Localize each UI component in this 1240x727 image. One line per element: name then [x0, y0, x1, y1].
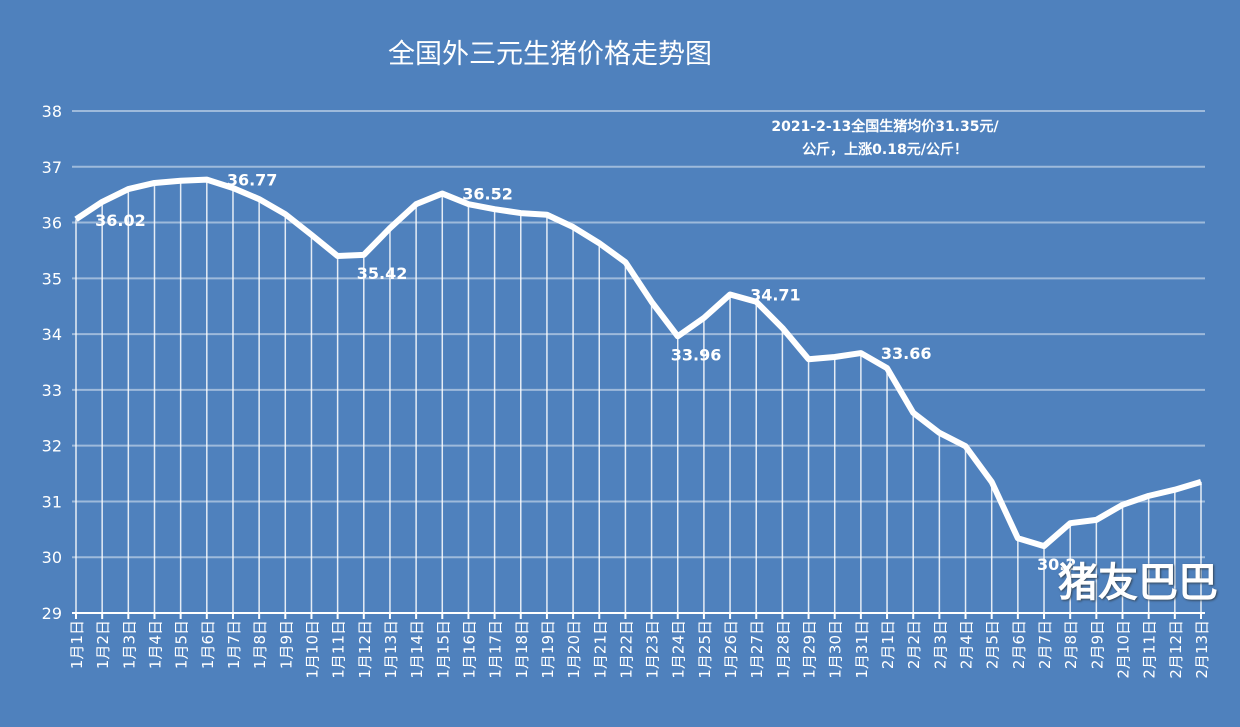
x-tick-label: 1月18日 [513, 620, 531, 679]
x-tick-label: 1月7日 [225, 620, 243, 669]
x-tick-label: 1月21日 [591, 620, 609, 679]
x-tick-label: 1月15日 [434, 620, 452, 679]
x-tick-label: 1月28日 [774, 620, 792, 679]
x-tick-label: 1月14日 [408, 620, 426, 679]
y-tick-label: 29 [42, 604, 62, 623]
x-tick-label: 2月4日 [958, 620, 976, 669]
data-label: 30.2 [1037, 555, 1076, 574]
y-tick-label: 35 [42, 269, 62, 288]
x-tick-label: 2月13日 [1193, 620, 1211, 679]
x-tick-label: 1月27日 [748, 620, 766, 679]
x-tick-label: 1月30日 [827, 620, 845, 679]
x-tick-label: 1月10日 [303, 620, 321, 679]
x-tick-label: 1月3日 [120, 620, 138, 669]
data-label: 34.71 [750, 286, 801, 305]
x-tick-label: 2月12日 [1167, 620, 1185, 679]
x-tick-label: 1月4日 [146, 620, 164, 669]
x-tick-label: 1月20日 [565, 620, 583, 679]
x-tick-label: 2月11日 [1141, 620, 1159, 679]
x-tick-label: 2月8日 [1062, 620, 1080, 669]
watermark: 猪友巴巴 [1058, 560, 1218, 606]
x-tick-label: 2月1日 [879, 620, 897, 669]
x-tick-label: 1月1日 [68, 620, 86, 669]
x-tick-label: 1月25日 [696, 620, 714, 679]
x-tick-label: 1月2日 [94, 620, 112, 669]
x-tick-label: 1月6日 [199, 620, 217, 669]
x-tick-label: 1月16日 [460, 620, 478, 679]
annotation-line-2: 公斤，上涨0.18元/公斤！ [802, 142, 968, 158]
x-tick-label: 2月9日 [1088, 620, 1106, 669]
x-tick-label: 1月24日 [670, 620, 688, 679]
annotation-line-1: 2021-2-13全国生猪均价31.35元/ [771, 119, 999, 135]
y-tick-label: 36 [42, 214, 62, 233]
x-tick-label: 1月26日 [722, 620, 740, 679]
y-tick-label: 30 [42, 548, 62, 567]
chart-annotation: 2021-2-13全国生猪均价31.35元/ 公斤，上涨0.18元/公斤！ [730, 116, 1040, 162]
data-label: 36.02 [95, 211, 146, 230]
y-tick-label: 33 [42, 381, 62, 400]
x-tick-label: 1月17日 [487, 620, 505, 679]
data-label: 36.52 [462, 185, 513, 204]
chart-title: 全国外三元生猪价格走势图 [388, 39, 712, 70]
x-tick-label: 1月23日 [644, 620, 662, 679]
y-tick-label: 37 [42, 158, 62, 177]
data-label: 33.96 [671, 345, 722, 364]
x-tick-label: 1月31日 [853, 620, 871, 679]
x-tick-label: 1月12日 [356, 620, 374, 679]
x-tick-label: 2月3日 [931, 620, 949, 669]
x-tick-label: 2月5日 [984, 620, 1002, 669]
x-tick-label: 1月8日 [251, 620, 269, 669]
x-tick-label: 2月10日 [1115, 620, 1133, 679]
y-tick-label: 34 [42, 325, 62, 344]
x-tick-label: 1月19日 [539, 620, 557, 679]
data-label: 36.77 [227, 171, 278, 190]
data-label: 33.66 [881, 344, 932, 363]
x-tick-label: 2月6日 [1010, 620, 1028, 669]
y-tick-label: 32 [42, 437, 62, 456]
x-tick-label: 1月13日 [382, 620, 400, 679]
y-tick-label: 38 [42, 102, 62, 121]
x-tick-label: 2月2日 [905, 620, 923, 669]
y-tick-label: 31 [42, 492, 62, 511]
series-line [74, 176, 1202, 550]
x-tick-label: 1月5日 [173, 620, 191, 669]
x-tick-label: 1月22日 [617, 620, 635, 679]
x-tick-label: 1月9日 [277, 620, 295, 669]
x-tick-label: 1月29日 [801, 620, 819, 679]
x-tick-label: 2月7日 [1036, 620, 1054, 669]
data-label: 35.42 [357, 264, 408, 283]
x-tick-label: 1月11日 [330, 620, 348, 679]
